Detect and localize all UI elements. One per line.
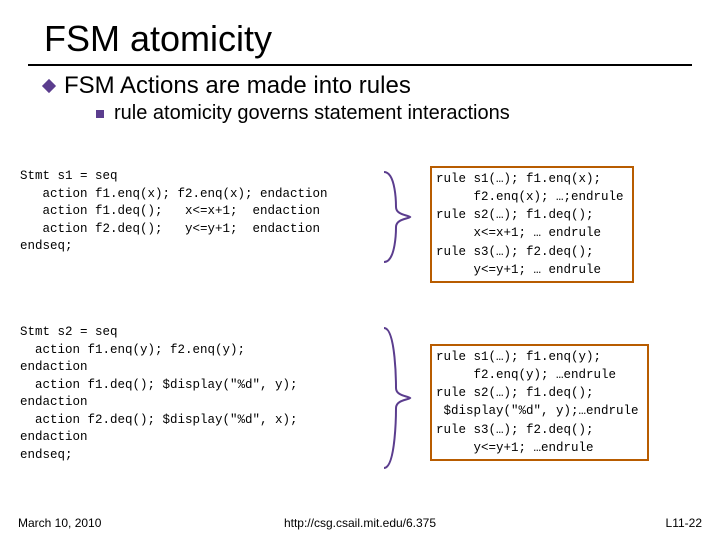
subbullet-text: rule atomicity governs statement interac…: [114, 102, 510, 125]
footer-url: http://csg.csail.mit.edu/6.375: [284, 516, 436, 530]
footer-page: L11-22: [666, 516, 702, 530]
footer-date: March 10, 2010: [18, 516, 101, 530]
diamond-icon: [42, 79, 56, 93]
title-underline: [28, 64, 692, 66]
code-block-right-1: rule s1(…); f1.enq(x); f2.enq(x); …;endr…: [430, 166, 634, 283]
bullet-level1: FSM Actions are made into rules: [44, 72, 720, 100]
slide-title: FSM atomicity: [0, 0, 720, 64]
code-block-right-2: rule s1(…); f1.enq(y); f2.enq(y); …endru…: [430, 344, 649, 461]
code-block-left-2: Stmt s2 = seq action f1.enq(y); f2.enq(y…: [20, 324, 298, 464]
slide-container: FSM atomicity FSM Actions are made into …: [0, 0, 720, 540]
code-block-left-1: Stmt s1 = seq action f1.enq(x); f2.enq(x…: [20, 168, 328, 256]
square-icon: [96, 110, 104, 118]
bullet-level2: rule atomicity governs statement interac…: [96, 102, 720, 125]
brace-icon-2: [378, 326, 418, 470]
brace-icon-1: [378, 170, 418, 264]
bullet-text: FSM Actions are made into rules: [64, 72, 411, 100]
